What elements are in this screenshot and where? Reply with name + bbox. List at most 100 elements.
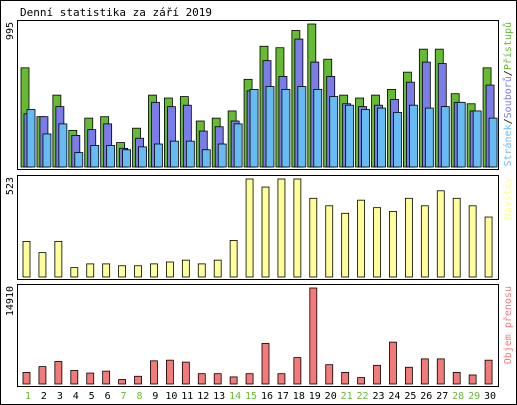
bar-pages-day-3	[58, 123, 68, 168]
bar-pages-day-12	[201, 149, 211, 168]
bar-visits-day-26	[420, 205, 429, 278]
bar-visits-day-2	[38, 252, 47, 278]
legend-kbytes: Objem přenosu	[502, 286, 514, 364]
bar-visits-day-9	[150, 263, 158, 278]
day-label-26: 26	[420, 391, 432, 402]
bar-visits-day-3	[54, 240, 63, 278]
bar-kbytes-day-25	[404, 366, 413, 385]
bar-kbytes-day-11	[181, 361, 190, 385]
bar-kbytes-day-14	[229, 376, 238, 385]
panel-max-label: 523	[5, 177, 16, 195]
bar-kbytes-day-19	[309, 287, 318, 385]
bar-pages-day-11	[185, 140, 195, 168]
bar-pages-day-29	[472, 110, 482, 168]
bar-kbytes-day-26	[420, 358, 429, 385]
legend-pages: Stránek	[502, 124, 514, 166]
legend-files: Souborů	[502, 76, 514, 118]
bar-visits-day-22	[357, 199, 366, 278]
day-label-22: 22	[357, 391, 369, 402]
bar-kbytes-day-16	[261, 343, 270, 385]
bar-pages-day-21	[345, 104, 355, 168]
day-label-5: 5	[89, 391, 95, 402]
day-label-9: 9	[152, 391, 158, 402]
bar-kbytes-day-17	[277, 373, 286, 385]
bar-visits-day-29	[468, 205, 477, 278]
bar-visits-day-17	[277, 178, 286, 278]
bar-pages-day-4	[74, 152, 84, 168]
bar-pages-day-10	[169, 140, 179, 168]
bar-pages-day-30	[488, 117, 498, 168]
bar-pages-day-15	[249, 88, 259, 168]
day-label-3: 3	[57, 391, 63, 402]
bar-kbytes-day-10	[165, 359, 174, 385]
bar-visits-day-28	[452, 197, 461, 278]
panel-visits: 523 Návštěv	[5, 175, 514, 280]
bar-visits-day-13	[213, 259, 222, 278]
bar-kbytes-day-21	[341, 372, 350, 385]
bar-pages-day-22	[361, 109, 371, 168]
bar-kbytes-day-30	[484, 359, 493, 385]
bar-visits-day-19	[309, 197, 318, 278]
bar-pages-day-25	[408, 104, 418, 168]
bar-pages-day-28	[456, 101, 466, 168]
day-label-29: 29	[468, 391, 480, 402]
bar-visits-day-6	[102, 263, 111, 278]
bar-visits-day-24	[389, 211, 397, 278]
day-label-24: 24	[388, 391, 400, 402]
bar-pages-day-7	[122, 149, 131, 168]
day-label-2: 2	[41, 391, 47, 402]
bar-kbytes-day-20	[325, 364, 334, 385]
day-label-27: 27	[436, 391, 448, 402]
panel-kbytes: 14910 Objem přenosu	[5, 284, 514, 387]
day-label-11: 11	[181, 391, 193, 402]
panel-frame	[17, 284, 499, 387]
day-label-10: 10	[165, 391, 177, 402]
bar-visits-day-18	[293, 178, 302, 278]
bar-kbytes-day-29	[468, 374, 477, 385]
bar-visits-day-15	[245, 178, 254, 278]
legend-hits: Přístupů	[502, 22, 514, 70]
legend-separator: /	[503, 118, 514, 124]
bar-visits-day-4	[70, 267, 79, 278]
day-label-16: 16	[261, 391, 273, 402]
bar-kbytes-day-2	[38, 366, 47, 385]
bar-pages-day-1	[26, 109, 36, 168]
day-label-14: 14	[229, 391, 241, 402]
day-label-25: 25	[404, 391, 416, 402]
bar-visits-day-16	[261, 186, 270, 278]
day-label-21: 21	[341, 391, 353, 402]
bar-kbytes-day-28	[452, 372, 461, 385]
day-label-19: 19	[309, 391, 321, 402]
day-label-13: 13	[213, 391, 225, 402]
bar-visits-day-21	[341, 212, 350, 278]
day-axis-labels: 1 2 3 4 5 6 7 8 9 10 11 12 13 14 15 16 17 18 19 20 21 22 23 24 2…	[25, 391, 496, 402]
panel-max-label: 14910	[5, 286, 16, 316]
bar-visits-day-27	[436, 190, 445, 278]
bar-pages-day-17	[281, 88, 291, 168]
bar-kbytes-day-1	[22, 372, 31, 385]
bar-kbytes-day-7	[118, 379, 126, 385]
bar-visits-day-12	[197, 263, 206, 278]
bar-pages-day-19	[313, 88, 323, 168]
day-label-12: 12	[197, 391, 209, 402]
day-label-28: 28	[452, 391, 464, 402]
bar-pages-day-18	[297, 86, 307, 168]
bar-visits-day-11	[181, 259, 190, 278]
panel-frame	[17, 20, 499, 170]
bar-visits-day-10	[165, 261, 174, 278]
bar-visits-day-23	[373, 207, 381, 278]
legend-visits: Návštěv	[502, 177, 514, 219]
bar-visits-day-8	[134, 265, 142, 278]
bar-visits-day-7	[118, 265, 126, 278]
bar-pages-day-9	[154, 143, 163, 168]
bar-visits-day-30	[484, 216, 493, 278]
day-label-23: 23	[372, 391, 384, 402]
bar-pages-day-27	[440, 106, 450, 168]
bar-pages-day-23	[377, 107, 386, 168]
bar-pages-day-26	[424, 107, 434, 168]
bar-kbytes-day-22	[357, 377, 366, 385]
bar-pages-day-2	[42, 133, 52, 168]
panel-frame	[17, 175, 499, 280]
